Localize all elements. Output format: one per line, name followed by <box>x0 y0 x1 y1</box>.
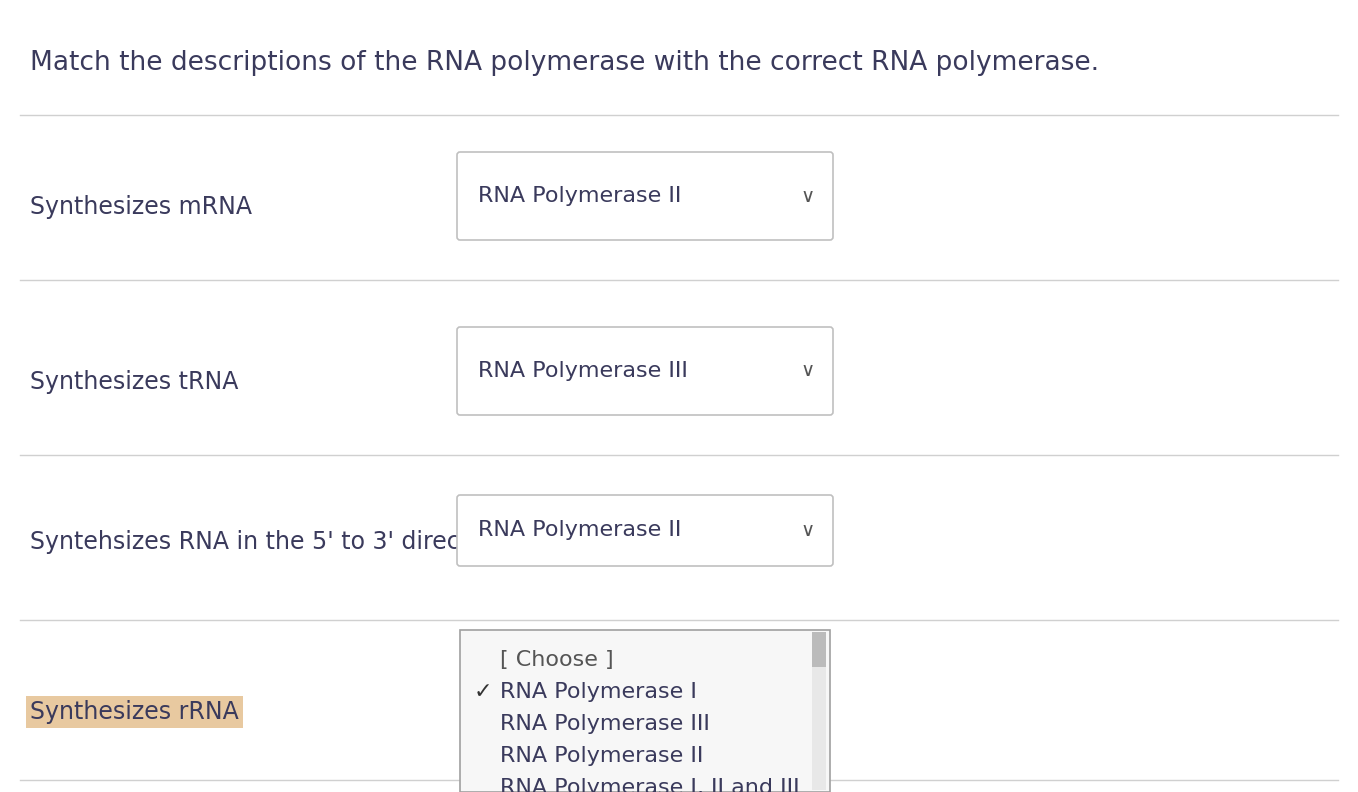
Text: ∨: ∨ <box>801 521 815 540</box>
Text: Synthesizes rRNA: Synthesizes rRNA <box>30 700 239 724</box>
Text: [ Choose ]: [ Choose ] <box>500 650 614 670</box>
Text: RNA Polymerase I, II and III: RNA Polymerase I, II and III <box>500 778 800 792</box>
Text: Syntehsizes RNA in the 5' to 3' direction: Syntehsizes RNA in the 5' to 3' directio… <box>30 530 505 554</box>
FancyBboxPatch shape <box>460 630 830 792</box>
Bar <box>812 632 826 790</box>
Text: Match the descriptions of the RNA polymerase with the correct RNA polymerase.: Match the descriptions of the RNA polyme… <box>30 50 1099 76</box>
Text: RNA Polymerase III: RNA Polymerase III <box>478 361 689 381</box>
Text: RNA Polymerase II: RNA Polymerase II <box>478 520 682 540</box>
Text: RNA Polymerase III: RNA Polymerase III <box>500 714 710 734</box>
Text: ∨: ∨ <box>801 361 815 380</box>
FancyBboxPatch shape <box>458 152 832 240</box>
FancyBboxPatch shape <box>458 495 832 566</box>
Bar <box>812 632 826 667</box>
Text: RNA Polymerase I: RNA Polymerase I <box>500 682 697 702</box>
Text: RNA Polymerase II: RNA Polymerase II <box>478 186 682 206</box>
FancyBboxPatch shape <box>458 327 832 415</box>
Text: RNA Polymerase II: RNA Polymerase II <box>500 746 703 766</box>
Text: Synthesizes mRNA: Synthesizes mRNA <box>30 195 253 219</box>
Text: ∨: ∨ <box>801 186 815 205</box>
Text: Synthesizes tRNA: Synthesizes tRNA <box>30 370 239 394</box>
Text: ✓: ✓ <box>474 682 493 702</box>
